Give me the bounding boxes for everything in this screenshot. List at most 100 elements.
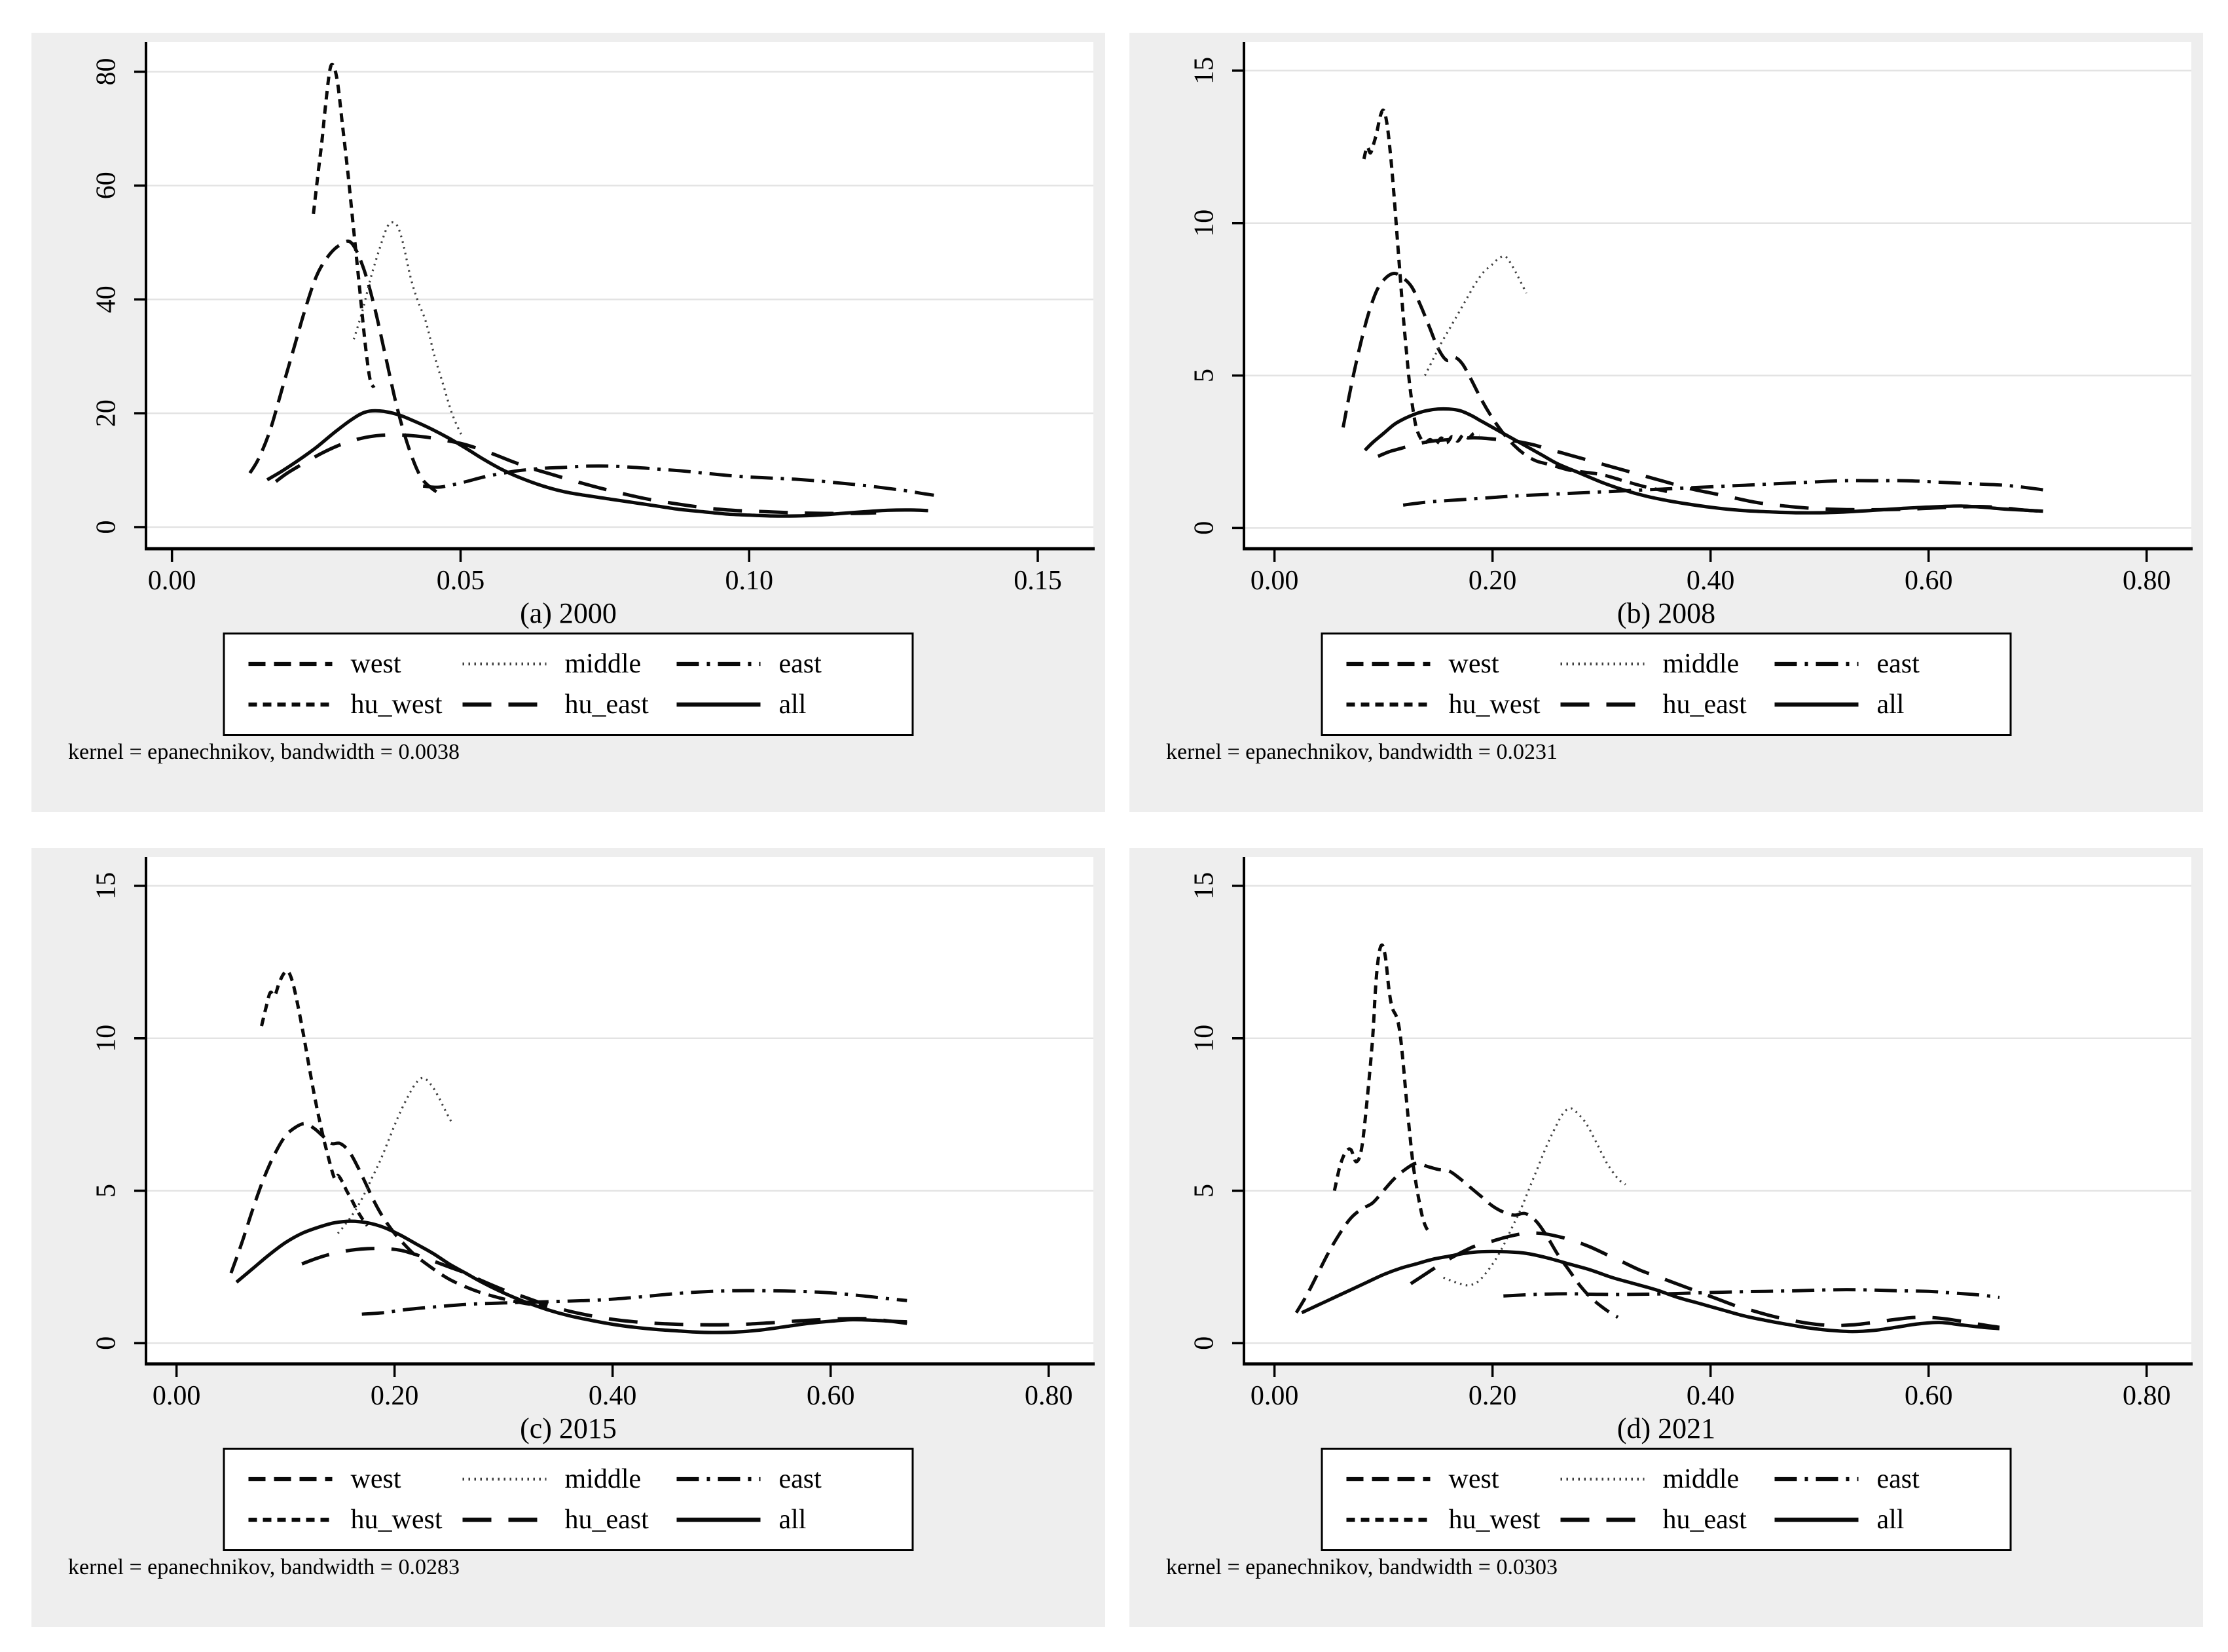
legend-row: hu_west hu_east all [1345, 690, 1988, 719]
panel-caption-b: (b) 2008 [1616, 597, 1716, 629]
series-west-line [229, 1122, 548, 1308]
legend-row: hu_west hu_east all [247, 1505, 890, 1534]
legend-item-hu_east: hu_east [1560, 1505, 1774, 1534]
legend-label-east: east [1876, 649, 1920, 680]
all-line-sample-icon [676, 702, 761, 707]
series-east-line [361, 1289, 907, 1316]
series-west-line [1294, 1162, 1619, 1319]
x-tick-label: 0.20 [1469, 566, 1517, 596]
x-tick-label: 0.40 [1687, 566, 1735, 596]
x-tick-label: 0.00 [1251, 1381, 1299, 1411]
middle-line-sample-icon [462, 1478, 547, 1481]
plot-svg: 0 5 10 15 0.00 0.20 0.40 0.60 0.80 [1190, 42, 2193, 596]
legend-label-middle: middle [1662, 1464, 1740, 1495]
x-tick-label: 0.05 [437, 566, 485, 596]
west-line-sample-icon [1346, 662, 1431, 667]
plot-svg: 0 20 40 60 80 0.00 0.05 0.10 0.15 [92, 42, 1095, 596]
hu_west-line-sample-icon [248, 1517, 333, 1522]
all-line-sample-icon [1774, 702, 1859, 707]
y-tick-label: 10 [1190, 210, 1220, 237]
legend-label-hu_west: hu_west [350, 1504, 443, 1535]
legend-label-hu_east: hu_east [1662, 1504, 1747, 1535]
legend-box: west middle east hu_west hu_east all [223, 1448, 914, 1551]
series-hu_west-line [1332, 943, 1431, 1233]
legend-row: west middle east [1345, 650, 1988, 678]
x-tick-label: 0.20 [371, 1381, 419, 1411]
legend-item-middle: middle [1560, 1465, 1774, 1494]
kernel-note-a: kernel = epanechnikov, bandwidth = 0.003… [68, 740, 460, 764]
panel-c: 0 5 10 15 0.00 0.20 0.40 0.60 0.80 (c) 2015 west… [31, 848, 1105, 1627]
x-tick-label: 0.10 [725, 566, 774, 596]
legend-label-west: west [350, 649, 401, 680]
series-hu_west-line [312, 62, 376, 389]
series-east-line [1503, 1288, 2000, 1299]
legend-item-hu_east: hu_east [462, 690, 676, 719]
panel-d: 0 5 10 15 0.00 0.20 0.40 0.60 0.80 (d) 2021 west… [1129, 848, 2203, 1627]
legend-row: hu_west hu_east all [1345, 1505, 1988, 1534]
legend-item-east: east [1774, 1465, 1988, 1494]
panel-caption-c: (c) 2015 [520, 1412, 617, 1444]
legend-item-middle: middle [462, 1465, 676, 1494]
y-tick-label: 15 [1190, 872, 1220, 900]
legend-item-east: east [676, 650, 890, 678]
hu_east-line-sample-icon [1560, 702, 1645, 707]
legend-label-east: east [778, 1464, 822, 1495]
x-tick-label: 0.60 [1905, 566, 1953, 596]
legend-label-middle: middle [564, 1464, 642, 1495]
series-hu_west-line [260, 969, 369, 1227]
x-tick-label: 0.00 [148, 566, 196, 596]
legend-item-hu_west: hu_west [1345, 1505, 1560, 1534]
middle-line-sample-icon [1560, 663, 1645, 666]
legend-row: hu_west hu_east all [247, 690, 890, 719]
x-tick-label: 0.40 [1687, 1381, 1735, 1411]
west-line-sample-icon [248, 662, 333, 667]
series-east-line [1402, 479, 2043, 507]
legend-label-all: all [1876, 1504, 1905, 1535]
plot-area [1244, 857, 2191, 1364]
x-tick-label: 0.80 [1025, 1381, 1073, 1411]
series-all-line [266, 409, 928, 518]
legend-label-middle: middle [1662, 649, 1740, 680]
series-all-line [1363, 407, 2043, 515]
series-middle-line [337, 1076, 454, 1234]
legend-row: west middle east [247, 650, 890, 678]
series-middle-line [1423, 255, 1527, 376]
legend-row: west middle east [247, 1465, 890, 1494]
series-hu_west-line [1362, 108, 1480, 446]
legend-label-east: east [1876, 1464, 1920, 1495]
legend-label-middle: middle [564, 649, 642, 680]
legend-item-hu_east: hu_east [1560, 690, 1774, 719]
legend-item-hu_west: hu_west [247, 1505, 462, 1534]
legend-label-all: all [1876, 689, 1905, 720]
legend-item-west: west [1345, 1465, 1560, 1494]
x-tick-label: 0.00 [1251, 566, 1299, 596]
east-line-sample-icon [676, 1477, 761, 1482]
legend-label-hu_east: hu_east [564, 689, 649, 720]
x-tick-label: 0.40 [589, 1381, 637, 1411]
y-tick-label: 0 [92, 1336, 122, 1350]
series-all-line [1301, 1249, 2000, 1334]
legend-label-hu_east: hu_east [1662, 689, 1747, 720]
legend-item-all: all [1774, 690, 1988, 719]
series-hu_east-line [1410, 1231, 2000, 1329]
middle-line-sample-icon [1560, 1478, 1645, 1481]
y-tick-label: 10 [92, 1025, 122, 1052]
legend-label-east: east [778, 649, 822, 680]
y-tick-label: 5 [92, 1184, 122, 1198]
panel-a: 0 20 40 60 80 0.00 0.05 0.10 0.15 (a) 2000 west m… [31, 33, 1105, 812]
legend-label-hu_east: hu_east [564, 1504, 649, 1535]
legend-label-hu_west: hu_west [350, 689, 443, 720]
east-line-sample-icon [1774, 1477, 1859, 1482]
middle-line-sample-icon [462, 663, 547, 666]
legend-item-all: all [676, 1505, 890, 1534]
y-tick-label: 0 [1190, 1336, 1220, 1350]
kernel-note-b: kernel = epanechnikov, bandwidth = 0.023… [1166, 740, 1558, 764]
kernel-note-c: kernel = epanechnikov, bandwidth = 0.028… [68, 1555, 460, 1579]
x-tick-label: 0.15 [1014, 566, 1062, 596]
all-line-sample-icon [676, 1517, 761, 1522]
series-hu_east-line [274, 433, 877, 515]
x-tick-label: 0.00 [153, 1381, 201, 1411]
y-tick-label: 15 [1190, 57, 1220, 84]
legend-label-west: west [1448, 649, 1499, 680]
